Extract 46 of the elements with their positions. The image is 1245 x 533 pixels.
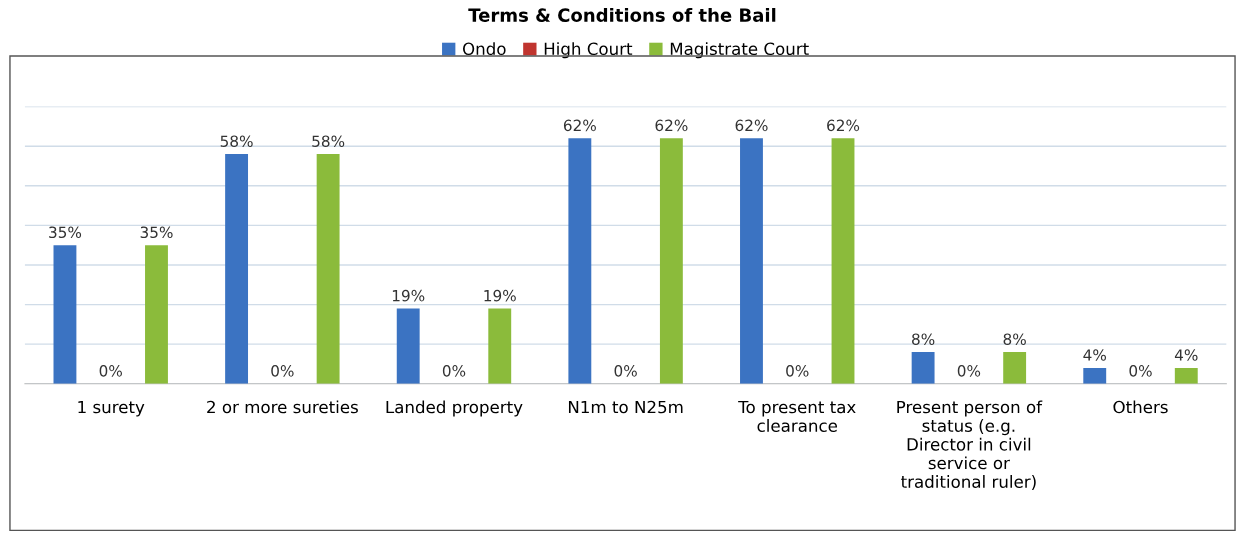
data-label: 4% <box>1174 349 1198 361</box>
data-label: 0% <box>271 365 294 377</box>
data-label: 8% <box>1003 333 1026 345</box>
chart-title: Terms & Conditions of the Bail <box>468 8 776 22</box>
data-label: 58% <box>312 135 345 147</box>
legend-label: Ondo <box>462 42 506 56</box>
bar <box>568 138 592 384</box>
legend-label: Magistrate Court <box>670 42 809 59</box>
data-label: 0% <box>786 365 809 377</box>
data-label: 0% <box>442 365 466 377</box>
data-label: 0% <box>99 365 122 377</box>
bar <box>316 154 340 384</box>
data-label: 0% <box>1129 365 1152 377</box>
legend-label: High Court <box>544 42 633 59</box>
x-tick-label: To present tax clearance <box>738 400 856 432</box>
bar <box>831 138 855 384</box>
bar <box>740 138 763 384</box>
x-tick-label: 2 or more sureties <box>207 400 358 414</box>
data-label: 8% <box>912 333 935 345</box>
bar <box>659 138 683 384</box>
data-label: 19% <box>484 289 516 302</box>
data-label: 4% <box>1083 349 1107 361</box>
bar <box>225 154 249 384</box>
data-label: 62% <box>827 119 860 132</box>
bar <box>488 308 512 384</box>
x-tick-label: Present person of status (e.g. Director in civil service or traditional ruler) <box>897 400 1043 490</box>
data-label: 62% <box>655 119 688 132</box>
x-tick-label: Others <box>1113 400 1168 414</box>
bar <box>1083 367 1107 384</box>
x-tick-label: N1m to N25m <box>568 400 683 414</box>
bar <box>396 308 420 384</box>
data-label: 0% <box>614 365 637 377</box>
data-label: 58% <box>220 135 253 147</box>
bar <box>911 352 935 384</box>
bar <box>1003 352 1027 384</box>
bar <box>1174 367 1198 384</box>
bar <box>53 245 77 384</box>
x-tick-label: 1 surety <box>78 400 145 417</box>
data-label: 35% <box>49 226 82 239</box>
data-label: 0% <box>957 365 981 377</box>
data-label: 62% <box>563 119 596 132</box>
data-label: 35% <box>140 226 173 239</box>
data-label: 62% <box>735 119 768 132</box>
data-label: 19% <box>392 289 425 302</box>
x-tick-label: Landed property <box>386 400 523 417</box>
bar <box>145 245 168 384</box>
